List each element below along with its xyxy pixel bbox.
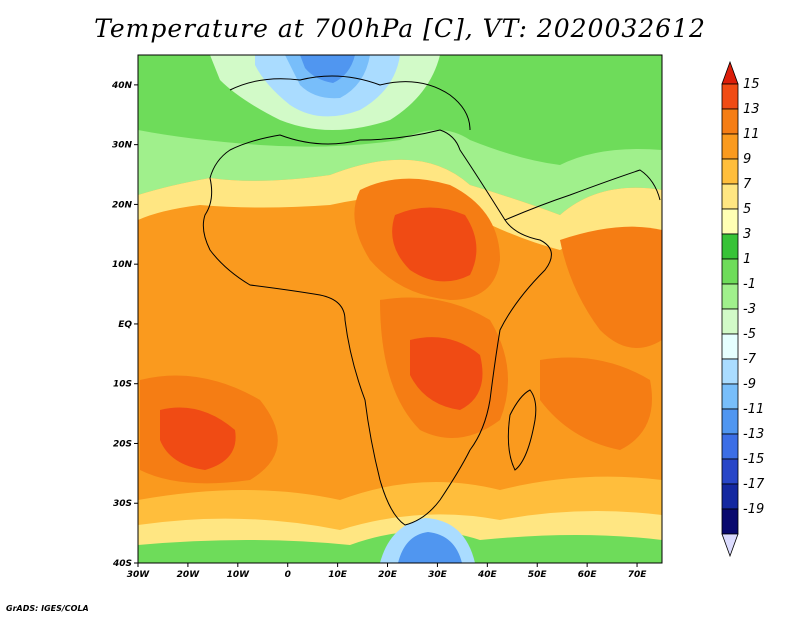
- field-south-cold-core: [398, 532, 462, 563]
- lon-tick-label: 30W: [127, 570, 151, 580]
- colorbar-label: 11: [743, 127, 760, 142]
- lon-tick-label: 0: [285, 570, 291, 580]
- colorbar-swatch: [721, 108, 739, 135]
- mediterranean-coastline: [229, 75, 471, 131]
- colorbar-label: -7: [743, 352, 757, 367]
- colorbar-swatch: [721, 333, 739, 360]
- arabian-coastline: [504, 169, 661, 221]
- colorbar-label: -11: [743, 402, 764, 417]
- colorbar-label: -19: [743, 502, 764, 517]
- lon-tick-label: 30E: [428, 570, 448, 580]
- madagascar-coastline: [507, 389, 537, 471]
- colorbar-swatch: [721, 408, 739, 435]
- colorbar-swatch: [721, 308, 739, 335]
- credit-text: GrADS: IGES/COLA: [6, 604, 89, 613]
- lon-tick-label: 40E: [477, 570, 498, 580]
- lon-tick-label: 10E: [328, 570, 348, 580]
- latitude-tick-labels: 40N 30N 20N 10N EQ 10S 20S 30S 40S: [111, 81, 138, 569]
- lon-tick-label: 50E: [528, 570, 548, 580]
- colorbar-label: -3: [743, 302, 756, 317]
- coastlines: [202, 75, 661, 526]
- lat-tick-label: 40N: [111, 81, 133, 91]
- africa-coastline: [202, 129, 552, 526]
- colorbar-label: -17: [743, 477, 765, 492]
- colorbar-swatch: [721, 83, 739, 110]
- lat-tick-label: 20N: [112, 200, 133, 210]
- colorbar-label: -9: [743, 377, 756, 392]
- lat-tick-label: 10S: [113, 380, 132, 390]
- lat-tick-label: 30N: [112, 141, 133, 151]
- colorbar-swatch: [721, 183, 739, 210]
- colorbar-swatch: [721, 208, 739, 235]
- colorbar-swatch: [721, 258, 739, 285]
- field-warm-indian-ocean: [540, 357, 652, 450]
- lon-tick-label: 70E: [628, 570, 648, 580]
- colorbar: 15 13 11 9 7 5 3 1 -1 -3 -5 -7 -9 -11 -13 -15 -17 -19: [721, 60, 765, 558]
- colorbar-label: 5: [743, 202, 751, 217]
- colorbar-swatch: [721, 508, 739, 535]
- colorbar-label: -13: [743, 427, 764, 442]
- lat-tick-label: 30S: [113, 499, 132, 509]
- colorbar-bottom-arrow: [721, 533, 739, 558]
- lon-tick-label: 20E: [378, 570, 398, 580]
- colorbar-label: 1: [743, 252, 751, 267]
- lat-tick-label: EQ: [118, 320, 132, 330]
- colorbar-label: 7: [743, 177, 752, 192]
- colorbar-swatch: [721, 383, 739, 410]
- field-hot-central: [410, 337, 483, 410]
- lon-tick-label: 10W: [227, 570, 251, 580]
- colorbar-swatch: [721, 358, 739, 385]
- colorbar-label: -5: [743, 327, 756, 342]
- lat-tick-label: 10N: [112, 260, 133, 270]
- lon-tick-label: 60E: [578, 570, 598, 580]
- colorbar-label: -1: [743, 277, 756, 292]
- lat-tick-label: 20S: [113, 439, 132, 449]
- colorbar-swatch: [721, 233, 739, 260]
- temperature-field: [138, 55, 662, 563]
- colorbar-swatch: [721, 133, 739, 160]
- longitude-tick-labels: 30W 20W 10W 0 10E 20E 30E 40E 50E 60E 70E: [127, 563, 647, 580]
- lon-tick-label: 20W: [177, 570, 201, 580]
- colorbar-label: 15: [743, 77, 760, 92]
- lat-tick-label: 40S: [112, 559, 132, 569]
- field-transition-band: [138, 159, 662, 250]
- colorbar-swatch: [721, 433, 739, 460]
- colorbar-swatch: [721, 158, 739, 185]
- colorbar-swatch: [721, 283, 739, 310]
- map-title: Temperature at 700hPa [C], VT: 202003261…: [94, 14, 706, 43]
- colorbar-label: 9: [743, 152, 751, 167]
- field-hot-atlantic: [160, 407, 236, 470]
- plot-frame: [137, 54, 663, 564]
- colorbar-label: 13: [743, 102, 760, 117]
- colorbar-swatch: [721, 483, 739, 510]
- colorbar-label: -15: [743, 452, 764, 467]
- field-hot-sudan: [392, 207, 477, 282]
- colorbar-label: 3: [743, 227, 751, 242]
- field-warm-arabian-sea: [560, 226, 662, 348]
- colorbar-top-arrow: [721, 60, 739, 85]
- colorbar-swatch: [721, 458, 739, 485]
